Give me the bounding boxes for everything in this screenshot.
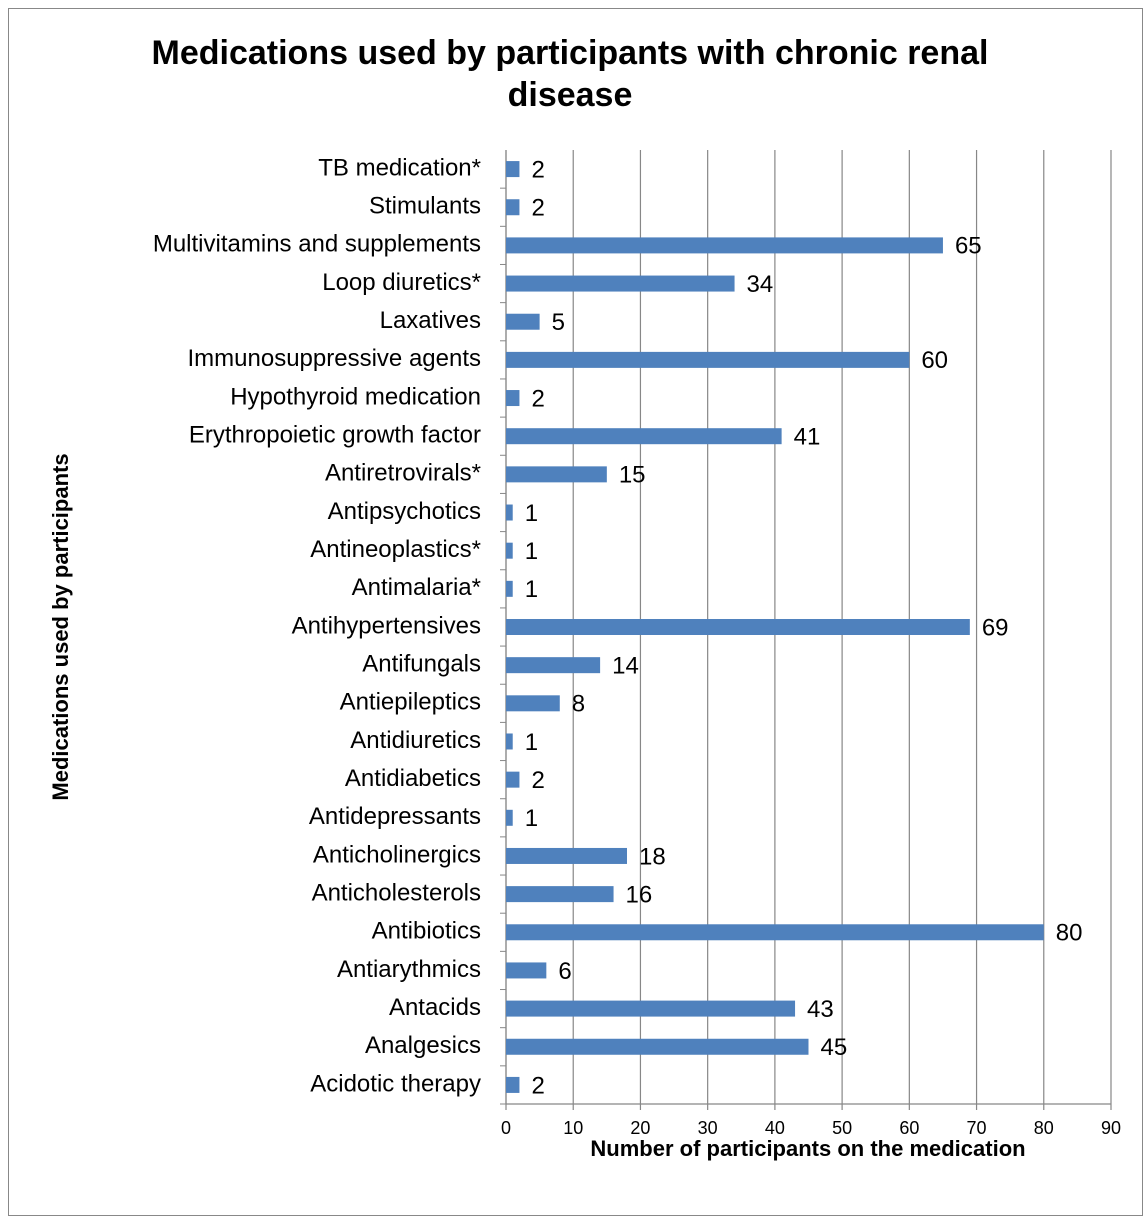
bar [506, 619, 970, 635]
bar [506, 886, 614, 903]
bar [506, 924, 1044, 941]
x-tick-label: 40 [765, 1118, 785, 1138]
data-label: 18 [639, 843, 666, 870]
bar [506, 161, 520, 178]
data-label: 1 [525, 805, 538, 832]
data-label: 1 [525, 500, 538, 527]
y-tick-label: Antiarythmics [337, 956, 481, 983]
x-tick-label: 30 [698, 1118, 718, 1138]
bar [506, 237, 943, 254]
data-label: 6 [558, 958, 571, 985]
y-tick-label: Antacids [389, 994, 481, 1021]
data-label: 65 [955, 233, 982, 260]
data-label: 2 [531, 156, 544, 183]
x-tick-label: 10 [563, 1118, 583, 1138]
data-label: 1 [525, 576, 538, 603]
bar [506, 542, 513, 559]
bar [506, 428, 782, 445]
data-label: 80 [1056, 920, 1083, 947]
data-label: 45 [821, 1034, 848, 1061]
data-label: 60 [921, 347, 948, 374]
y-tick-label: Antihypertensives [292, 612, 481, 639]
bar [506, 275, 735, 292]
data-label: 43 [807, 996, 834, 1023]
x-tick-label: 50 [832, 1118, 852, 1138]
bar [506, 962, 547, 979]
y-tick-label: Antidiuretics [350, 727, 481, 754]
bar [506, 657, 601, 674]
x-tick-label: 90 [1101, 1118, 1121, 1138]
y-tick-label: Loop diuretics* [322, 269, 481, 296]
bar [506, 1038, 809, 1055]
bar [506, 199, 520, 216]
y-tick-label: Anticholesterols [312, 879, 481, 906]
y-tick-label: Antifungals [362, 651, 481, 678]
data-label: 34 [747, 271, 774, 298]
y-tick-label: Antineoplastics* [310, 536, 481, 563]
x-tick-label: 20 [630, 1118, 650, 1138]
data-label: 41 [794, 424, 821, 451]
x-axis-label: Number of participants on the medication [590, 1136, 1025, 1161]
y-tick-label: Immunosuppressive agents [188, 345, 481, 372]
y-tick-label: Acidotic therapy [310, 1070, 481, 1097]
bar [506, 504, 513, 521]
chart-border [8, 8, 1143, 1216]
bar [506, 351, 910, 368]
data-label: 16 [626, 881, 653, 908]
bar [506, 1000, 796, 1017]
y-tick-label: Anticholinergics [313, 841, 481, 868]
x-tick-label: 0 [501, 1118, 511, 1138]
y-tick-label: Hypothyroid medication [230, 383, 481, 410]
bar [506, 695, 560, 712]
bar [506, 733, 513, 750]
y-tick-label: Antidiabetics [345, 765, 481, 792]
data-label: 1 [525, 729, 538, 756]
chart-title: Medications used by participants with ch… [151, 34, 989, 114]
y-tick-label: Antipsychotics [328, 498, 481, 525]
y-tick-label: Stimulants [369, 193, 481, 220]
data-label: 1 [525, 538, 538, 565]
y-tick-label: Antiepileptics [340, 689, 481, 716]
y-tick-label: Antidepressants [309, 803, 481, 830]
x-tick-label: 60 [899, 1118, 919, 1138]
bar [506, 390, 520, 407]
data-label: 14 [612, 653, 639, 680]
bar [506, 580, 513, 597]
data-label: 2 [531, 195, 544, 222]
data-label: 15 [619, 462, 646, 489]
data-label: 8 [572, 691, 585, 718]
y-axis-label: Medications used by participants [48, 453, 73, 800]
bar [506, 1076, 520, 1093]
bar [506, 466, 607, 483]
y-tick-label: Antibiotics [372, 918, 481, 945]
y-tick-label: Analgesics [365, 1032, 481, 1059]
y-tick-label: Laxatives [380, 307, 481, 334]
x-tick-label: 80 [1034, 1118, 1054, 1138]
x-tick-label: 70 [967, 1118, 987, 1138]
y-tick-label: TB medication* [318, 154, 481, 181]
data-label: 69 [982, 614, 1009, 641]
data-label: 5 [552, 309, 565, 336]
bar [506, 847, 627, 864]
bar [506, 771, 520, 788]
data-label: 2 [531, 767, 544, 794]
data-label: 2 [531, 1072, 544, 1099]
bar [506, 809, 513, 826]
bar [506, 313, 540, 330]
y-tick-label: Multivitamins and supplements [153, 231, 481, 258]
y-tick-label: Antimalaria* [352, 574, 481, 601]
data-label: 2 [531, 385, 544, 412]
y-tick-label: Antiretrovirals* [325, 460, 481, 487]
y-tick-label: Erythropoietic growth factor [189, 422, 481, 449]
